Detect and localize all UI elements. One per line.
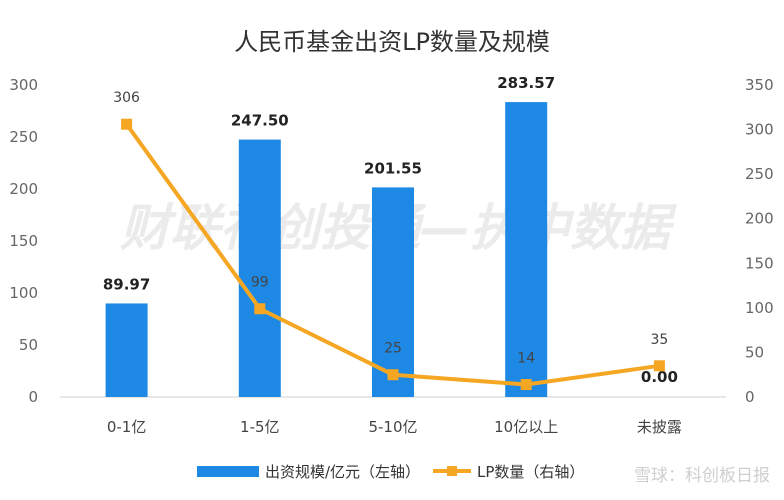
left-axis: 0 50 100 150 200 250 300 — [9, 76, 38, 406]
right-tick-label: 200 — [745, 210, 774, 228]
category-label: 5-10亿 — [368, 418, 417, 436]
category-label: 未披露 — [637, 418, 682, 436]
bar — [238, 139, 281, 397]
legend-bar-swatch — [197, 466, 259, 477]
category-axis: 0-1亿 1-5亿 5-10亿 10亿以上 未披露 — [107, 418, 682, 436]
line-point — [254, 303, 266, 315]
right-tick-label: 250 — [745, 165, 774, 183]
category-label: 0-1亿 — [107, 418, 147, 436]
legend-line-marker — [447, 466, 457, 476]
category-label: 10亿以上 — [494, 418, 558, 436]
line-series: 306 99 25 14 35 — [113, 90, 668, 391]
bar — [105, 303, 148, 397]
legend-bar-label: 出资规模/亿元（左轴） — [265, 463, 420, 481]
bar — [372, 187, 414, 397]
right-axis: 0 50 100 150 200 250 300 350 — [745, 76, 774, 406]
left-tick-label: 100 — [9, 284, 38, 302]
bar — [505, 102, 548, 398]
right-tick-label: 100 — [745, 299, 774, 317]
bar-series: 89.97 247.50 201.55 283.57 0.00 — [103, 74, 678, 398]
bar-data-label: 247.50 — [231, 112, 289, 130]
line-point — [520, 379, 532, 391]
line-data-label: 25 — [384, 341, 402, 357]
line-data-label: 35 — [650, 332, 668, 348]
right-tick-label: 50 — [745, 343, 764, 361]
right-tick-label: 350 — [745, 76, 774, 94]
left-tick-label: 150 — [9, 232, 38, 250]
left-tick-label: 0 — [28, 388, 38, 406]
line-point — [653, 360, 665, 372]
right-tick-label: 300 — [745, 121, 774, 139]
left-tick-label: 200 — [9, 180, 38, 198]
bar-data-label: 201.55 — [364, 159, 422, 177]
source-watermark: 雪球：科创板日报 — [634, 466, 770, 486]
bar-data-label: 0.00 — [641, 368, 678, 386]
left-tick-label: 50 — [19, 336, 38, 354]
chart-title: 人民币基金出资LP数量及规模 — [234, 28, 550, 56]
right-tick-label: 0 — [745, 388, 755, 406]
legend: 出资规模/亿元（左轴） LP数量（右轴） — [197, 463, 584, 481]
line-data-label: 306 — [113, 90, 140, 106]
legend-line-label: LP数量（右轴） — [477, 463, 584, 481]
right-tick-label: 150 — [745, 254, 774, 272]
left-tick-label: 250 — [9, 128, 38, 146]
category-label: 1-5亿 — [240, 418, 280, 436]
line-data-label: 14 — [517, 351, 535, 367]
left-tick-label: 300 — [9, 76, 38, 94]
bar-data-label: 283.57 — [497, 74, 555, 92]
line-point — [387, 369, 399, 381]
line-point — [121, 118, 133, 130]
line-data-label: 99 — [251, 275, 269, 291]
bar-data-label: 89.97 — [103, 275, 150, 293]
